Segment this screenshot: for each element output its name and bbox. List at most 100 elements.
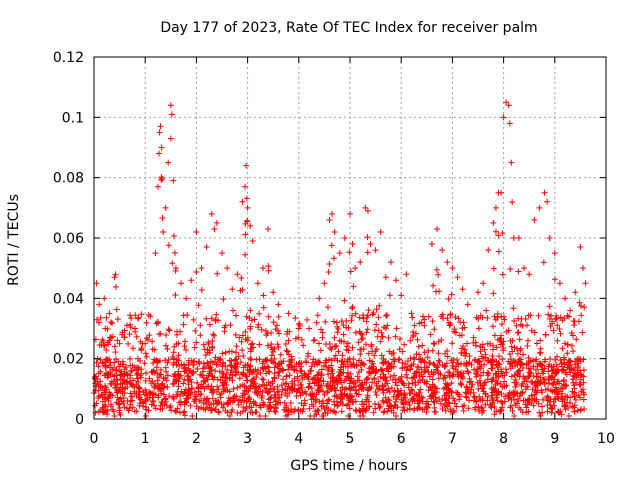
data-point <box>130 345 137 352</box>
data-point <box>566 399 573 406</box>
data-point <box>369 379 376 386</box>
data-point <box>121 370 128 377</box>
data-point <box>511 390 518 397</box>
data-point <box>141 360 148 367</box>
data-point <box>334 402 341 409</box>
data-point <box>459 286 466 293</box>
data-point <box>449 373 456 380</box>
data-point <box>338 358 345 365</box>
data-point <box>193 403 200 410</box>
data-point <box>275 313 282 320</box>
data-point <box>265 406 272 413</box>
data-point <box>127 380 134 387</box>
data-point <box>368 341 375 348</box>
data-point <box>550 379 557 386</box>
data-point <box>425 347 432 354</box>
data-point <box>339 352 346 359</box>
data-point <box>178 361 185 368</box>
data-point <box>112 283 119 290</box>
data-point <box>248 356 255 363</box>
data-point <box>351 362 358 369</box>
data-point <box>507 365 514 372</box>
data-point <box>193 268 200 275</box>
data-point <box>167 102 174 109</box>
data-point <box>523 361 530 368</box>
data-point <box>201 364 208 371</box>
data-point <box>506 360 513 367</box>
data-point <box>514 345 521 352</box>
data-point <box>256 412 263 419</box>
data-point <box>427 393 434 400</box>
data-point <box>159 175 166 182</box>
data-point <box>382 325 389 332</box>
data-point <box>320 388 327 395</box>
data-point <box>190 359 197 366</box>
data-point <box>121 404 128 411</box>
data-point <box>492 228 499 235</box>
data-point <box>469 381 476 388</box>
data-point <box>495 388 502 395</box>
data-point <box>358 346 365 353</box>
data-point <box>462 346 469 353</box>
data-point <box>183 295 190 302</box>
data-point <box>377 338 384 345</box>
data-point <box>176 409 183 416</box>
data-point <box>243 373 250 380</box>
data-point <box>221 386 228 393</box>
data-point <box>437 400 444 407</box>
data-point <box>240 364 247 371</box>
data-point <box>428 241 435 248</box>
data-point <box>343 385 350 392</box>
data-point <box>516 336 523 343</box>
data-point <box>551 250 558 257</box>
data-point <box>249 340 256 347</box>
data-point <box>288 409 295 416</box>
data-point <box>177 372 184 379</box>
data-point <box>325 397 332 404</box>
data-point <box>562 406 569 413</box>
data-point <box>517 361 524 368</box>
data-point <box>128 368 135 375</box>
data-point <box>425 401 432 408</box>
data-point <box>453 356 460 363</box>
data-point <box>537 412 544 419</box>
data-point <box>387 259 394 266</box>
data-point <box>498 321 505 328</box>
data-point <box>464 386 471 393</box>
data-point <box>270 319 277 326</box>
data-point <box>206 321 213 328</box>
data-point <box>276 360 283 367</box>
data-point <box>521 265 528 272</box>
data-point <box>157 330 164 337</box>
data-point <box>545 363 552 370</box>
data-point <box>320 412 327 419</box>
data-point <box>495 360 502 367</box>
data-point <box>539 370 546 377</box>
data-point <box>114 316 121 323</box>
data-point <box>160 228 167 235</box>
data-point <box>248 317 255 324</box>
data-point <box>109 320 116 327</box>
data-point <box>401 392 408 399</box>
data-point <box>476 363 483 370</box>
data-point <box>492 316 499 323</box>
data-point <box>160 375 167 382</box>
data-point <box>521 375 528 382</box>
data-point <box>307 367 314 374</box>
data-point <box>304 316 311 323</box>
data-point <box>321 406 328 413</box>
data-point <box>142 377 149 384</box>
data-point <box>395 356 402 363</box>
data-point <box>366 403 373 410</box>
data-point <box>146 389 153 396</box>
data-point <box>522 316 529 323</box>
data-point <box>421 349 428 356</box>
data-point <box>273 322 280 329</box>
data-point <box>243 195 250 202</box>
data-point <box>369 348 376 355</box>
data-point <box>244 204 251 211</box>
data-point <box>538 403 545 410</box>
data-point <box>246 396 253 403</box>
data-point <box>563 371 570 378</box>
data-point <box>580 386 587 393</box>
